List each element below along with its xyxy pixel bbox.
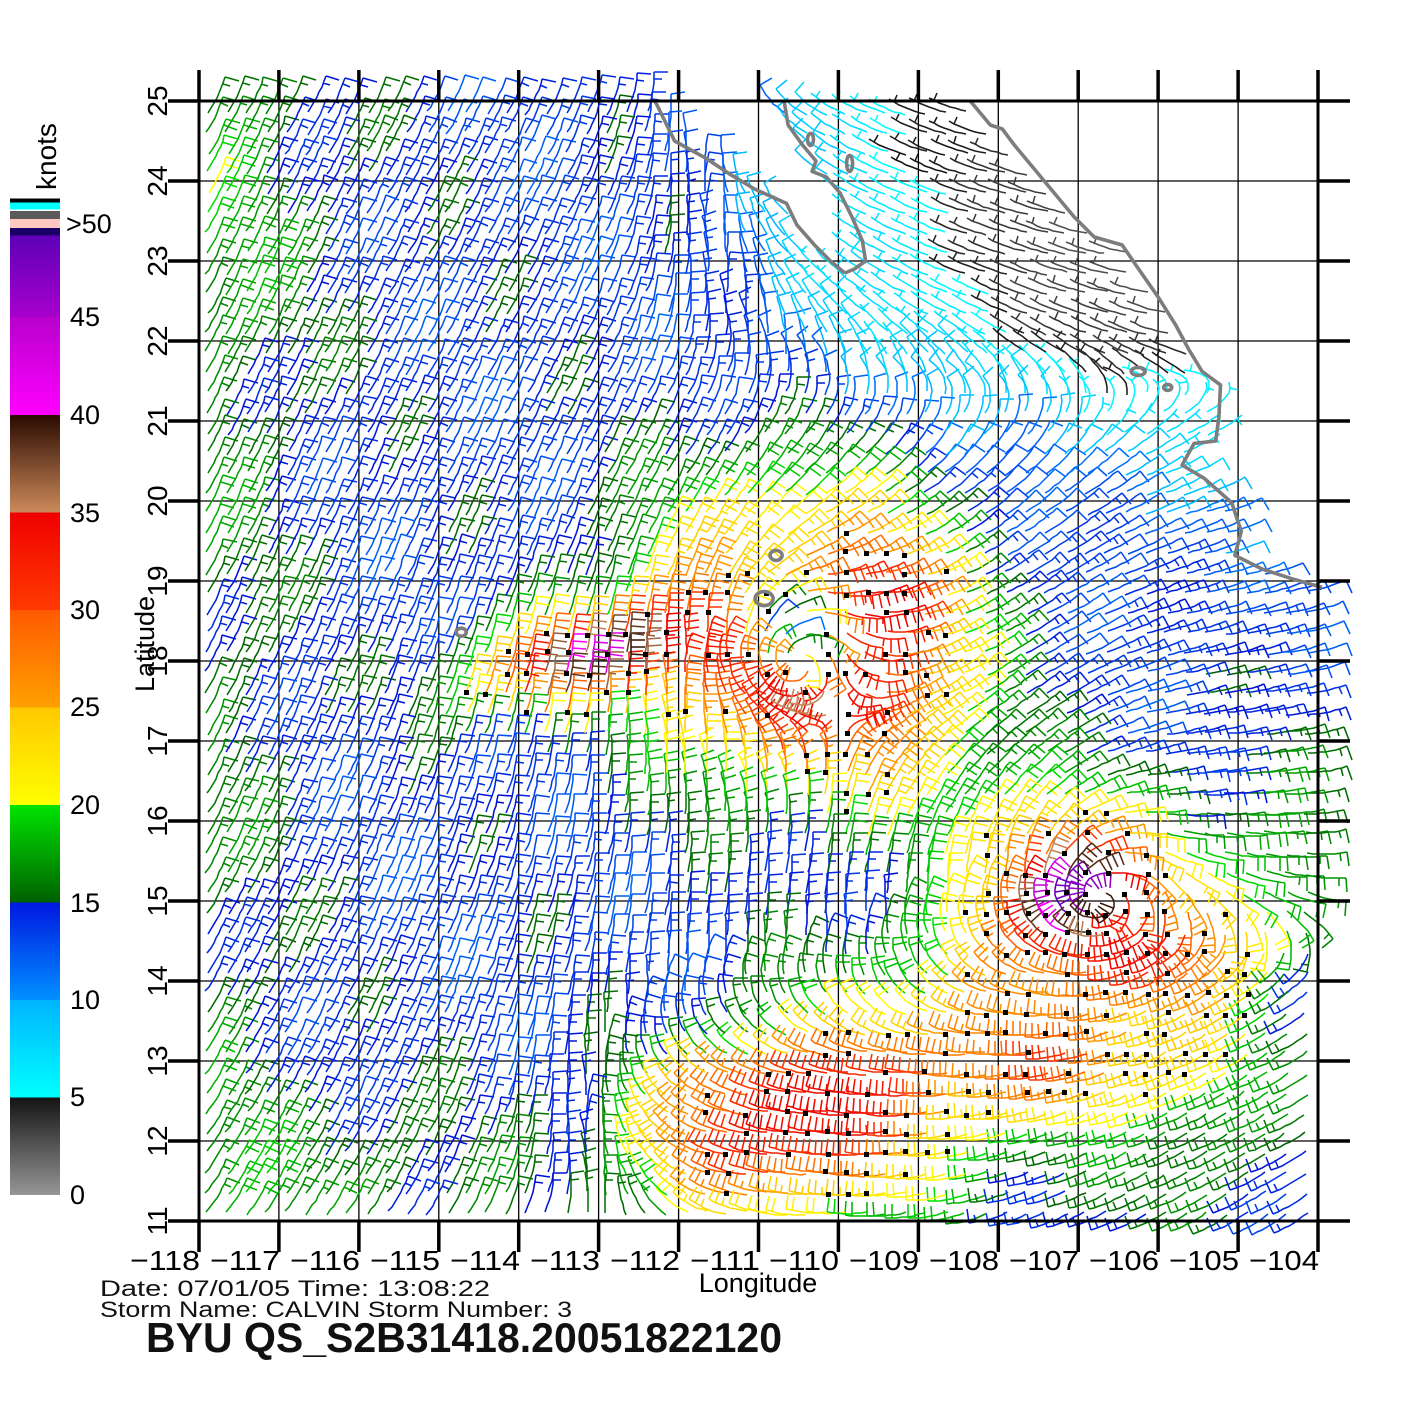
- svg-text:−113: −113: [530, 1245, 600, 1276]
- svg-text:>50: >50: [66, 209, 112, 239]
- svg-text:35: 35: [70, 498, 100, 528]
- svg-text:25: 25: [70, 692, 100, 722]
- svg-text:−104: −104: [1249, 1245, 1319, 1276]
- svg-text:22: 22: [142, 325, 173, 356]
- svg-text:30: 30: [70, 595, 100, 625]
- svg-text:knots: knots: [31, 123, 62, 190]
- svg-text:15: 15: [142, 885, 173, 916]
- svg-text:25: 25: [142, 85, 173, 116]
- svg-text:−115: −115: [370, 1245, 440, 1276]
- svg-text:17: 17: [142, 725, 173, 756]
- svg-text:−109: −109: [849, 1245, 919, 1276]
- svg-text:14: 14: [142, 965, 173, 996]
- svg-text:−110: −110: [769, 1245, 839, 1276]
- svg-text:−114: −114: [450, 1245, 520, 1276]
- svg-text:0: 0: [70, 1180, 85, 1210]
- svg-text:Storm Name: CALVIN Storm: Storm Name: CALVIN Storm Number: 3: [100, 1297, 572, 1322]
- svg-text:Date: 07/01/05 Time: 13:0: Date: 07/01/05 Time: 13:08:22: [100, 1276, 490, 1301]
- svg-text:23: 23: [142, 245, 173, 276]
- svg-text:11: 11: [142, 1206, 173, 1235]
- svg-text:−116: −116: [290, 1245, 360, 1276]
- svg-text:24: 24: [142, 165, 173, 196]
- svg-text:−111: −111: [690, 1245, 760, 1276]
- svg-text:18: 18: [142, 645, 173, 676]
- svg-text:20: 20: [142, 485, 173, 516]
- svg-text:10: 10: [70, 985, 100, 1015]
- svg-text:−107: −107: [1009, 1245, 1079, 1276]
- svg-text:−117: −117: [210, 1245, 280, 1276]
- svg-text:Latitude: Latitude: [130, 596, 160, 692]
- svg-text:BYU QS_S2B31418.20051822120: BYU QS_S2B31418.20051822120: [146, 1314, 782, 1361]
- svg-text:19: 19: [142, 565, 173, 596]
- svg-text:15: 15: [70, 888, 100, 918]
- svg-text:21: 21: [142, 405, 173, 436]
- svg-text:−105: −105: [1169, 1245, 1239, 1276]
- svg-text:20: 20: [70, 790, 100, 820]
- svg-text:16: 16: [142, 805, 173, 836]
- svg-text:−112: −112: [610, 1245, 680, 1276]
- svg-text:40: 40: [70, 400, 100, 430]
- svg-text:5: 5: [70, 1082, 85, 1112]
- svg-text:−106: −106: [1089, 1245, 1159, 1276]
- svg-text:−118: −118: [130, 1245, 200, 1276]
- svg-text:12: 12: [142, 1125, 173, 1156]
- svg-text:13: 13: [142, 1045, 173, 1076]
- svg-text:45: 45: [70, 302, 100, 332]
- svg-text:−108: −108: [929, 1245, 999, 1276]
- svg-text:Longitude: Longitude: [699, 1268, 818, 1298]
